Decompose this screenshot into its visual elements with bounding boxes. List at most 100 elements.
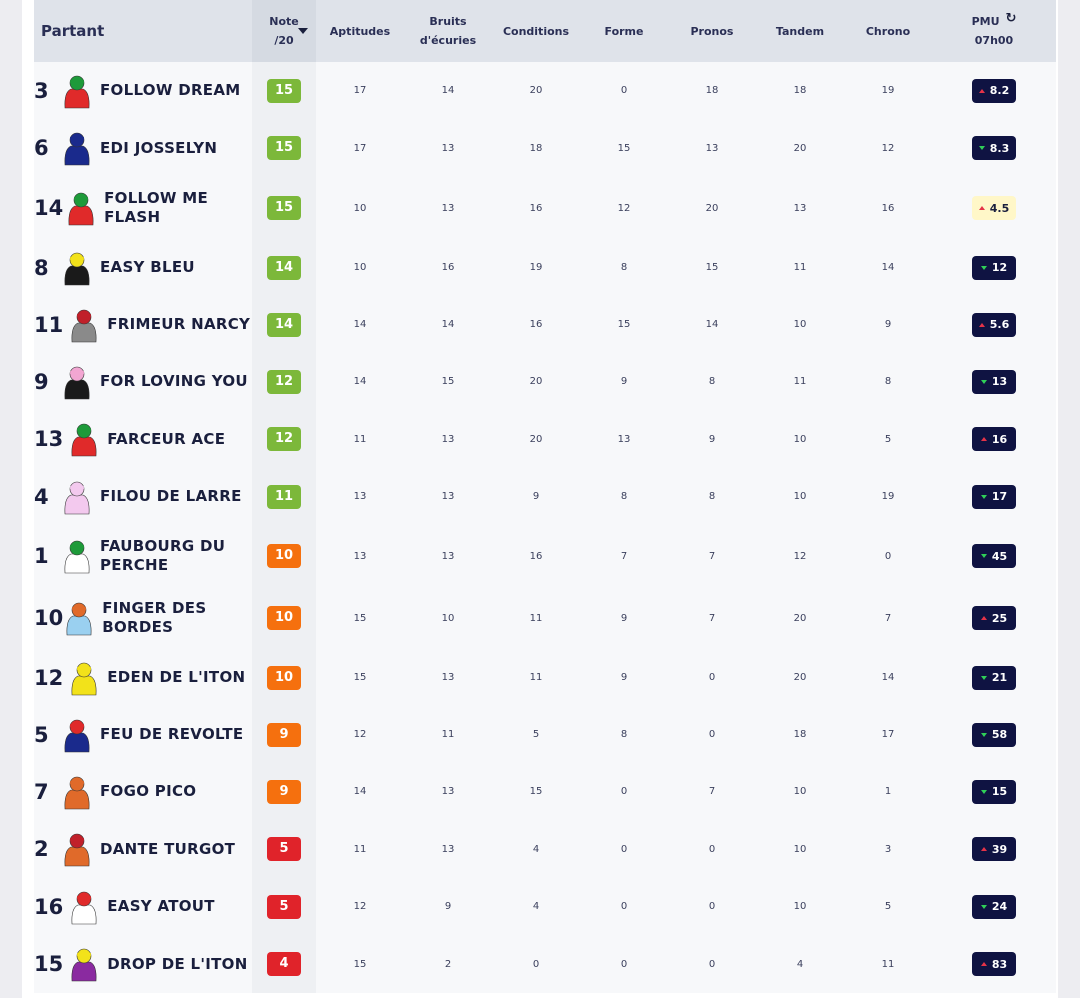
table-row[interactable]: 9 FOR LOVING YOU 12 14 15 20 9 8 11 8 13 [34, 353, 1056, 410]
header-pmu[interactable]: PMU ↻ 07h00 [932, 0, 1056, 62]
table-row[interactable]: 7 FOGO PICO 9 14 13 15 0 7 10 1 15 [34, 763, 1056, 820]
runner-name[interactable]: EDI JOSSELYN [100, 138, 218, 157]
note-badge: 10 [267, 665, 301, 690]
note-badge: 15 [267, 196, 301, 220]
odds-badge[interactable]: 17 [972, 484, 1016, 509]
table-row[interactable]: 8 EASY BLEU 14 10 16 19 8 15 11 14 12 [34, 239, 1056, 296]
header-conditions[interactable]: Conditions [492, 0, 580, 62]
pronos-cell: 20 [705, 202, 719, 214]
header-note-label: Note [269, 15, 299, 28]
table-row[interactable]: 14 FOLLOW ME FLASH 15 10 13 16 12 20 13 16 4.5 [34, 177, 1056, 239]
partant-cell[interactable]: 15 DROP DE L'ITON [34, 935, 252, 993]
runner-name[interactable]: FOGO PICO [100, 782, 197, 800]
table-row[interactable]: 2 DANTE TURGOT 5 11 13 4 0 0 10 3 39 [34, 820, 1056, 878]
jockey-silks-icon [71, 948, 97, 982]
odds-badge[interactable]: 5.6 [972, 312, 1016, 337]
partant-cell[interactable]: 11 FRIMEUR NARCY [34, 296, 252, 353]
runner-name[interactable]: FARCEUR ACE [107, 429, 226, 448]
header-aptitudes[interactable]: Aptitudes [316, 0, 404, 62]
header-chrono[interactable]: Chrono [844, 0, 932, 62]
runner-name[interactable]: EASY ATOUT [107, 897, 215, 915]
table-row[interactable]: 3 FOLLOW DREAM 15 17 14 20 0 18 18 19 8.2 [34, 62, 1056, 119]
partant-cell[interactable]: 13 FARCEUR ACE [34, 410, 252, 468]
partant-cell[interactable]: 10 FINGER DES BORDES [34, 587, 252, 649]
note-cell: 4 [252, 935, 316, 993]
note-badge: 15 [267, 78, 301, 103]
odds-badge[interactable]: 4.5 [972, 196, 1016, 220]
pronos-cell: 0 [708, 901, 716, 912]
header-forme[interactable]: Forme [580, 0, 668, 62]
odds-badge[interactable]: 45 [972, 544, 1016, 568]
table-row[interactable]: 10 FINGER DES BORDES 10 15 10 11 9 7 20 7 25 [34, 587, 1056, 649]
conditions-cell: 0 [532, 958, 540, 970]
jockey-silks-icon [64, 719, 90, 752]
partant-cell[interactable]: 7 FOGO PICO [34, 763, 252, 820]
jockey-silks-icon [71, 891, 97, 924]
runner-name[interactable]: DANTE TURGOT [100, 839, 236, 858]
jockey-silks-icon [68, 192, 94, 226]
odds-badge[interactable]: 58 [972, 722, 1016, 747]
note-cell: 12 [252, 410, 316, 468]
table-row[interactable]: 4 FILOU DE LARRE 11 13 13 9 8 8 10 19 17 [34, 468, 1056, 525]
partant-cell[interactable]: 14 FOLLOW ME FLASH [34, 177, 252, 239]
table-row[interactable]: 16 EASY ATOUT 5 12 9 4 0 0 10 5 24 [34, 878, 1056, 935]
runner-name[interactable]: FEU DE REVOLTE [100, 725, 244, 743]
header-bruits[interactable]: Bruits d'écuries [404, 0, 492, 62]
table-row[interactable]: 6 EDI JOSSELYN 15 17 13 18 15 13 20 12 8.3 [34, 119, 1056, 177]
chrono-cell: 5 [884, 433, 892, 445]
partant-cell[interactable]: 3 FOLLOW DREAM [34, 62, 252, 119]
runner-name[interactable]: EASY BLEU [100, 258, 195, 276]
header-tandem[interactable]: Tandem [756, 0, 844, 62]
runner-name[interactable]: FOLLOW DREAM [100, 81, 241, 99]
partant-cell[interactable]: 5 FEU DE REVOLTE [34, 706, 252, 763]
runner-name[interactable]: DROP DE L'ITON [107, 954, 248, 973]
partant-cell[interactable]: 4 FILOU DE LARRE [34, 468, 252, 525]
runner-name[interactable]: FOLLOW ME FLASH [104, 189, 209, 226]
chrono-cell: 3 [884, 843, 892, 855]
partant-cell[interactable]: 16 EASY ATOUT [34, 878, 252, 935]
note-cell: 15 [252, 177, 316, 239]
header-note[interactable]: Note /20 [252, 0, 316, 62]
odds-badge[interactable]: 39 [972, 837, 1016, 861]
runner-name[interactable]: EDEN DE L'ITON [107, 668, 246, 686]
partant-cell[interactable]: 9 FOR LOVING YOU [34, 353, 252, 410]
tandem-cell: 4 [796, 958, 804, 970]
odds-badge[interactable]: 83 [972, 952, 1016, 976]
table-row[interactable]: 1 FAUBOURG DU PERCHE 10 13 13 16 7 7 12 0 45 [34, 525, 1056, 587]
conditions-cell: 4 [532, 901, 540, 912]
odds-value: 45 [991, 549, 1008, 563]
runner-name[interactable]: FINGER DES BORDES [102, 599, 207, 636]
runner-name[interactable]: FRIMEUR NARCY [107, 315, 251, 333]
odds-badge[interactable]: 8.2 [972, 78, 1016, 103]
odds-badge[interactable]: 16 [972, 427, 1016, 451]
odds-badge[interactable]: 13 [972, 369, 1016, 394]
header-partant[interactable]: Partant [34, 0, 252, 62]
partant-cell[interactable]: 8 EASY BLEU [34, 239, 252, 296]
arrow-up-icon [978, 88, 985, 93]
forme-cell: 9 [620, 672, 628, 683]
partant-cell[interactable]: 1 FAUBOURG DU PERCHE [34, 525, 252, 587]
table-row[interactable]: 12 EDEN DE L'ITON 10 15 13 11 9 0 20 14 21 [34, 649, 1056, 706]
runner-name[interactable]: FOR LOVING YOU [100, 372, 248, 390]
conditions-cell: 20 [529, 85, 543, 96]
table-row[interactable]: 11 FRIMEUR NARCY 14 14 14 16 15 14 10 9 5.6 [34, 296, 1056, 353]
odds-badge[interactable]: 25 [972, 606, 1016, 630]
odds-badge[interactable]: 21 [972, 665, 1016, 690]
table-row[interactable]: 15 DROP DE L'ITON 4 15 2 0 0 0 4 11 83 [34, 935, 1056, 993]
sort-desc-icon[interactable] [298, 28, 308, 34]
table-row[interactable]: 13 FARCEUR ACE 12 11 13 20 13 9 10 5 16 [34, 410, 1056, 468]
runner-name[interactable]: FAUBOURG DU PERCHE [100, 537, 226, 574]
runner-name[interactable]: FILOU DE LARRE [100, 487, 242, 505]
table-row[interactable]: 5 FEU DE REVOLTE 9 12 11 5 8 0 18 17 58 [34, 706, 1056, 763]
pronos-cell: 9 [708, 433, 716, 445]
partant-cell[interactable]: 2 DANTE TURGOT [34, 820, 252, 878]
odds-badge[interactable]: 24 [972, 894, 1016, 919]
header-pronos[interactable]: Pronos [668, 0, 756, 62]
partant-cell[interactable]: 6 EDI JOSSELYN [34, 119, 252, 177]
partant-cell[interactable]: 12 EDEN DE L'ITON [34, 649, 252, 706]
odds-badge[interactable]: 12 [972, 255, 1016, 280]
refresh-icon[interactable]: ↻ [1005, 11, 1017, 26]
odds-badge[interactable]: 15 [972, 779, 1016, 804]
odds-badge[interactable]: 8.3 [972, 136, 1016, 160]
pronos-cell: 8 [708, 491, 716, 502]
